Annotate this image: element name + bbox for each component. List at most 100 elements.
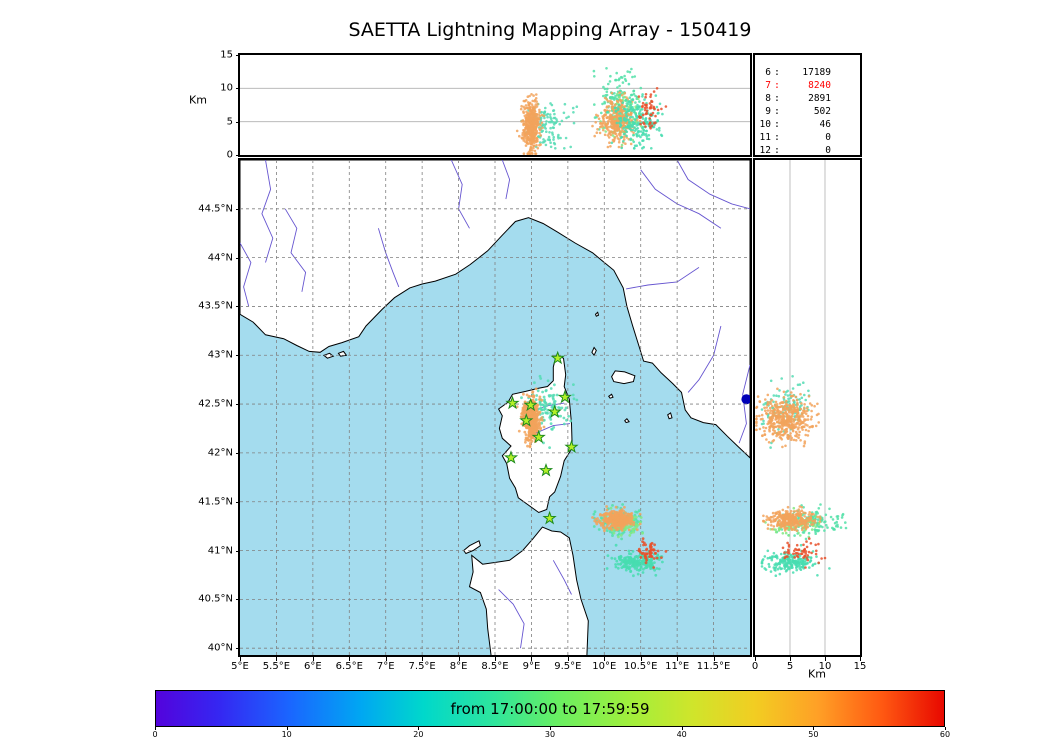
time-colorbar-label: from 17:00:00 to 17:59:59 (450, 699, 650, 718)
stats-row: 7: 8240 (755, 79, 860, 92)
right-km-tick-label: 5 (786, 661, 794, 672)
lon-tick-label: 10.5°E (623, 661, 658, 672)
stats-row-value: 502 (813, 106, 831, 117)
lon-tick-label: 11°E (665, 661, 690, 672)
lat-tickmark (236, 452, 240, 454)
lon-tick-label: 5.5°E (262, 661, 291, 672)
river (626, 267, 700, 290)
colorbar-tick-label: 30 (544, 730, 556, 739)
figure-title: SAETTA Lightning Mapping Array - 150419 (348, 19, 752, 41)
river (284, 208, 307, 292)
lat-tick-label: 43.5°N (198, 300, 233, 312)
right-km-tickmark (860, 657, 861, 661)
lat-tick-label: 40°N (207, 642, 233, 654)
lon-tickmark (422, 657, 424, 661)
river (498, 589, 525, 649)
colorbar-tick-label: 10 (281, 730, 292, 739)
lon-tick-label: 5°E (231, 661, 249, 672)
top-km-tickmark (236, 121, 240, 123)
lon-tickmark (240, 657, 241, 661)
lat-tick-label: 44°N (207, 252, 233, 264)
map-graticule (240, 160, 750, 655)
coastline-gorgona (594, 311, 600, 317)
station-star (542, 510, 557, 525)
colorbar-tickmark (418, 727, 420, 730)
lon-tickmark (385, 657, 387, 661)
colorbar-tick-label: 0 (152, 730, 158, 739)
stats-row: 11: 0 (755, 131, 860, 144)
colorbar-tick-label: 50 (808, 730, 819, 739)
lon-tickmark (312, 657, 314, 661)
top-km-tick-label: 10 (220, 82, 233, 94)
station-star (523, 397, 538, 412)
coastline-asinara (463, 540, 481, 555)
lat-tick-label: 41.5°N (198, 496, 233, 508)
station-star (503, 450, 519, 464)
stats-row-value: 0 (825, 145, 831, 156)
right-km-tick-label: 15 (853, 661, 867, 672)
stats-row-label: 11 (759, 132, 771, 143)
stats-row-colon: : (774, 132, 780, 143)
stats-row: 12: 0 (755, 144, 860, 157)
time-colorbar: from 17:00:00 to 17:59:59 (155, 690, 945, 727)
station-star (564, 439, 579, 454)
colorbar-tick-label: 60 (939, 730, 951, 739)
lat-tickmark (236, 404, 240, 406)
lon-tick-label: 11.5°E (696, 661, 731, 672)
top-km-tick-label: 5 (226, 116, 233, 128)
top-km-tickmark (236, 155, 240, 156)
altitude-latitude-panel (755, 160, 860, 655)
stats-row-value: 8240 (808, 80, 831, 91)
stats-row-label: 7 (765, 80, 771, 91)
stats-row-label: 9 (765, 106, 771, 117)
station-star (519, 413, 534, 427)
lon-tickmark (276, 657, 278, 661)
colorbar-tickmark (813, 727, 815, 730)
stats-row-label: 8 (765, 93, 771, 104)
lat-tick-label: 40.5°N (198, 593, 233, 605)
coastline-sardinia (468, 526, 589, 655)
altitude-longitude-plot (240, 67, 750, 155)
coastline-giglio (667, 412, 673, 420)
lon-tickmark (604, 657, 606, 661)
stats-row-colon: : (774, 93, 780, 104)
lon-tick-label: 6.5°E (335, 661, 363, 672)
lon-tickmark (531, 657, 533, 661)
altitude-longitude-panel (240, 55, 750, 155)
lon-tick-label: 8.5°E (481, 661, 509, 672)
stats-row-value: 17189 (802, 67, 831, 78)
lon-tickmark (458, 657, 460, 661)
station-star (550, 350, 565, 365)
lat-tick-label: 42°N (207, 447, 233, 459)
lon-tick-label: 9°E (522, 661, 541, 672)
colorbar-tickmark (945, 727, 946, 730)
river (261, 160, 274, 263)
lightning-points-map (515, 374, 668, 578)
stats-row-colon: : (774, 67, 780, 78)
colorbar-tick-label: 20 (413, 730, 424, 739)
river (377, 228, 400, 288)
lat-tickmark (236, 208, 240, 210)
right-km-tickmark (755, 657, 756, 661)
coastline-montecristo (624, 417, 630, 424)
lat-tick-label: 42.5°N (198, 398, 233, 410)
station-star (538, 462, 554, 477)
river (240, 242, 252, 307)
lon-tick-label: 7°E (376, 661, 395, 672)
lat-tick-label: 41°N (207, 545, 233, 557)
lon-tickmark (567, 657, 569, 661)
lon-tickmark (349, 657, 351, 661)
right-km-tickmark (825, 657, 826, 661)
stats-row-colon: : (774, 119, 780, 130)
colorbar-tickmark (286, 727, 288, 730)
stats-row-value: 0 (825, 132, 831, 143)
stats-row-colon: : (774, 106, 780, 117)
stats-row-colon: : (774, 145, 780, 156)
colorbar-tickmark (550, 727, 551, 730)
lat-tickmark (236, 306, 240, 308)
stats-row-label: 6 (765, 67, 771, 78)
right-km-tick-label: 0 (751, 661, 759, 672)
right-km-tick-label: 10 (818, 661, 832, 672)
station-star (547, 404, 562, 418)
lat-tickmark (236, 550, 240, 552)
